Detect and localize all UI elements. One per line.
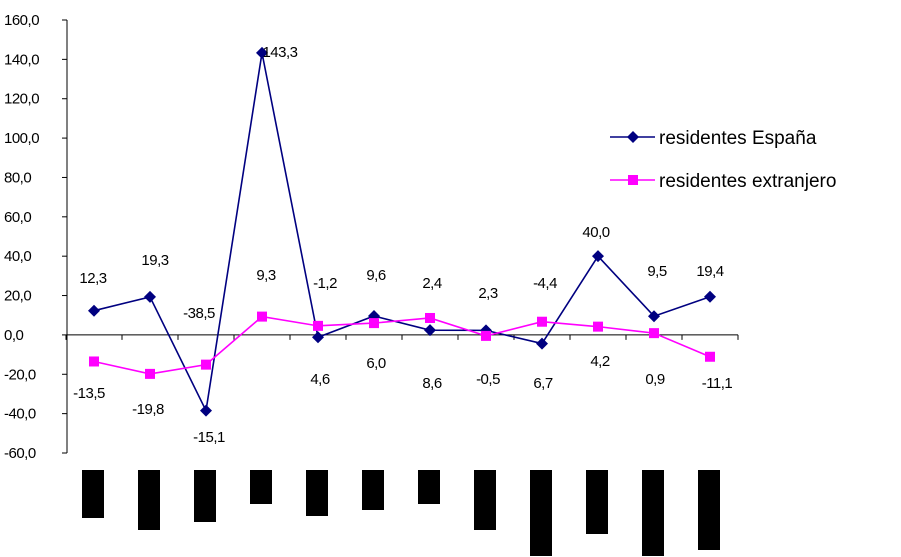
chart-axes: -60,0 -40,0 -20,0 0,0 20,0 40,0 60,0 80,0 100,0 1… <box>4 12 739 462</box>
marker-square <box>425 312 435 323</box>
redacted-category-label <box>418 470 440 504</box>
data-label-residentes-extranjero: -11,1 <box>702 375 733 392</box>
marker-square <box>705 351 715 362</box>
data-label-residentes-extranjero: 8,6 <box>422 375 442 392</box>
data-label-residentes-extranjero: 4,6 <box>310 371 330 388</box>
redacted-category-labels <box>82 470 720 556</box>
y-tick-label: 120,0 <box>4 91 39 108</box>
redacted-category-label <box>82 470 104 518</box>
legend-label: residentes España <box>659 128 817 149</box>
y-tick-label: -60,0 <box>4 445 36 462</box>
data-labels: 12,3 19,3 -38,5 143,3 -1,2 9,6 2,4 2,3 -4,4 40,0 9… <box>73 44 733 446</box>
redacted-category-label <box>642 470 664 556</box>
series-line-residentes-extranjero <box>93 315 711 375</box>
legend-item-residentes-espana: residentes España <box>610 128 817 149</box>
data-label-residentes-espana: 2,4 <box>422 275 442 292</box>
marker-diamond <box>256 46 268 59</box>
y-tick-label: 60,0 <box>4 209 31 226</box>
data-label-residentes-extranjero: 9,3 <box>256 267 276 284</box>
data-label-residentes-espana: 9,6 <box>366 267 386 284</box>
legend-marker-square <box>628 175 638 185</box>
data-label-residentes-extranjero: 6,0 <box>366 355 386 372</box>
redacted-category-label <box>250 470 272 504</box>
marker-square <box>257 311 267 322</box>
y-tick-label: 100,0 <box>4 130 39 147</box>
marker-square <box>145 368 155 379</box>
data-label-residentes-extranjero: -19,8 <box>132 401 164 418</box>
redacted-category-label <box>586 470 608 534</box>
marker-square <box>649 328 659 339</box>
data-label-residentes-espana: 2,3 <box>478 285 498 302</box>
y-tick-label: 0,0 <box>4 327 24 344</box>
data-label-residentes-espana: 19,4 <box>696 263 723 280</box>
marker-diamond <box>200 404 212 417</box>
marker-diamond <box>704 290 716 303</box>
marker-diamond <box>592 250 604 263</box>
y-tick-label: -20,0 <box>4 366 36 383</box>
redacted-category-label <box>474 470 496 530</box>
data-label-residentes-espana: 12,3 <box>79 270 106 287</box>
data-label-residentes-espana: -38,5 <box>183 305 215 322</box>
y-tick-label: 20,0 <box>4 288 31 305</box>
data-label-residentes-extranjero: -0,5 <box>476 371 500 388</box>
data-label-residentes-espana: 143,3 <box>262 44 297 61</box>
series-lines <box>93 52 711 414</box>
redacted-category-label <box>306 470 328 516</box>
legend-marker-diamond <box>627 131 639 143</box>
data-label-residentes-extranjero: -15,1 <box>193 429 225 446</box>
y-tick-label: 80,0 <box>4 169 31 186</box>
redacted-category-label <box>530 470 552 556</box>
legend-label: residentes extranjero <box>659 171 836 192</box>
data-label-residentes-espana: -4,4 <box>533 275 557 292</box>
marker-diamond <box>648 310 660 323</box>
y-tick-label: -40,0 <box>4 406 36 423</box>
data-label-residentes-extranjero: 4,2 <box>590 353 610 370</box>
marker-square <box>369 318 379 329</box>
redacted-category-label <box>138 470 160 530</box>
data-label-residentes-espana: 9,5 <box>647 263 667 280</box>
marker-square <box>481 330 491 341</box>
y-tick-label: 140,0 <box>4 51 39 68</box>
data-label-residentes-extranjero: -13,5 <box>73 385 105 402</box>
marker-square <box>593 321 603 332</box>
data-label-residentes-espana: -1,2 <box>313 275 337 292</box>
data-label-residentes-espana: 19,3 <box>141 252 168 269</box>
marker-square <box>537 316 547 327</box>
marker-diamond <box>424 324 436 337</box>
marker-diamond <box>312 331 324 344</box>
marker-square <box>201 359 211 370</box>
data-label-residentes-extranjero: 6,7 <box>533 375 553 392</box>
y-tick-label: 40,0 <box>4 248 31 265</box>
marker-diamond <box>536 337 548 350</box>
data-label-residentes-extranjero: 0,9 <box>645 371 665 388</box>
series-markers <box>88 46 716 417</box>
marker-diamond <box>144 290 156 303</box>
data-label-residentes-espana: 40,0 <box>582 224 609 241</box>
legend: residentes España residentes extranjero <box>610 128 836 192</box>
y-tick-label: 160,0 <box>4 12 39 29</box>
redacted-category-label <box>362 470 384 510</box>
series-line-residentes-espana <box>93 52 711 414</box>
redacted-category-label <box>194 470 216 522</box>
legend-item-residentes-extranjero: residentes extranjero <box>610 171 836 192</box>
marker-diamond <box>88 304 100 317</box>
marker-square <box>313 320 323 331</box>
redacted-category-label <box>698 470 720 550</box>
marker-square <box>89 356 99 367</box>
